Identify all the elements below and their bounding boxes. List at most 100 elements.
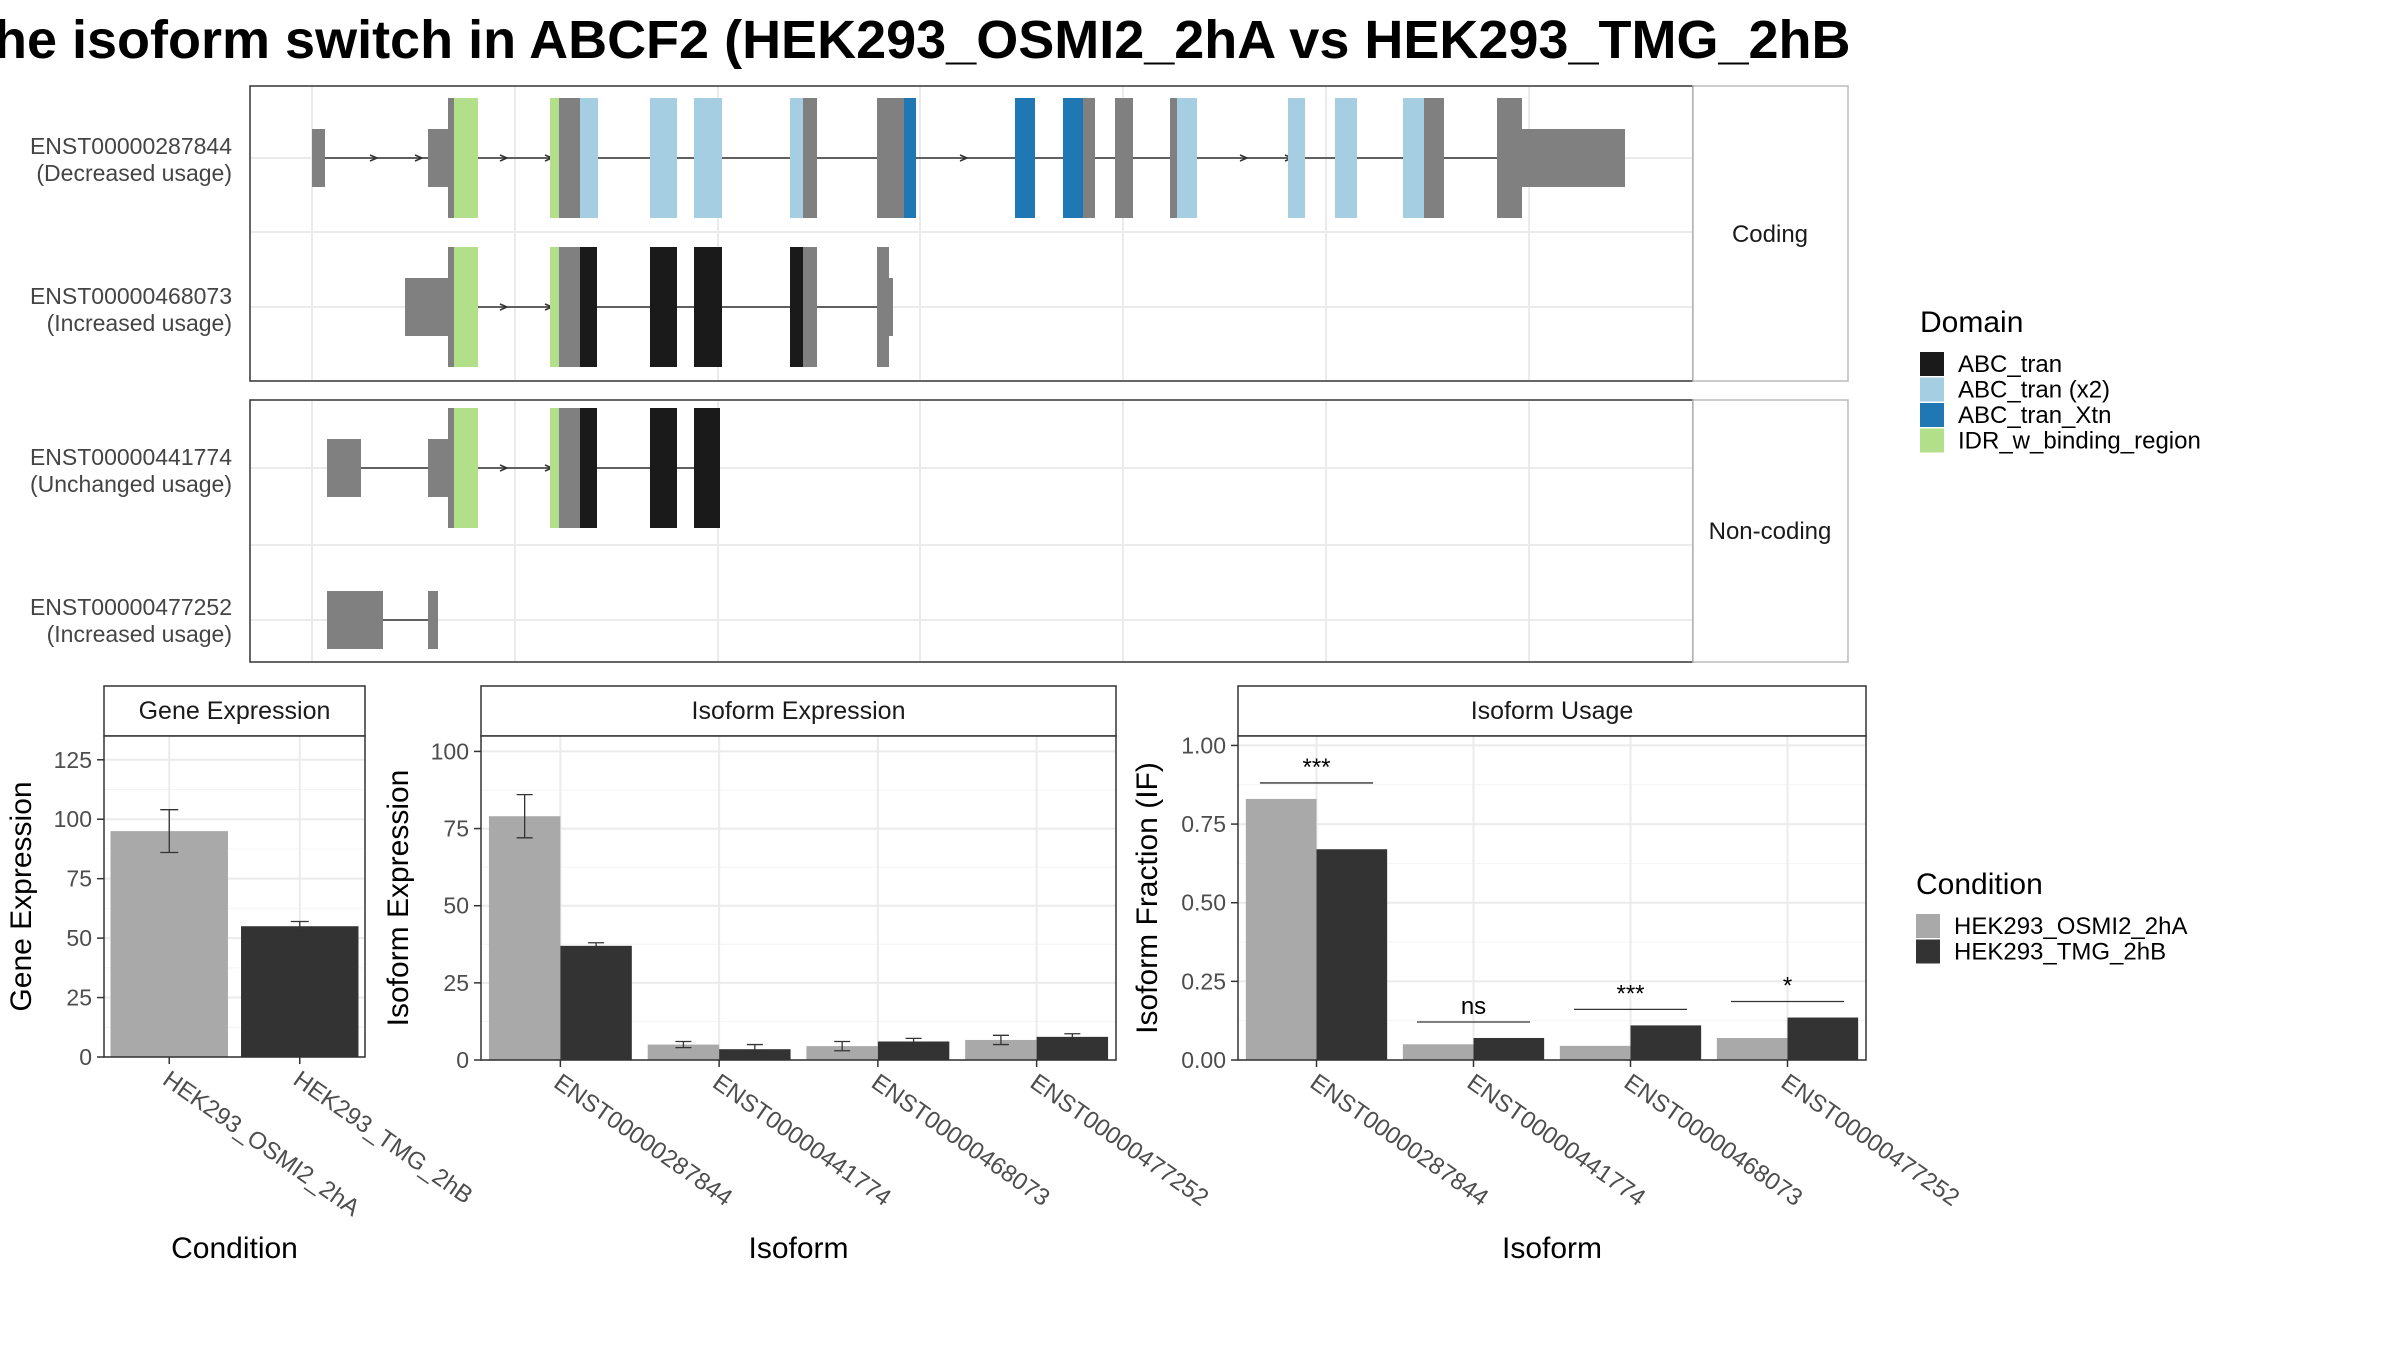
domain-abc-tran [650, 247, 677, 367]
cds-block [803, 247, 817, 367]
intron-arrow [369, 154, 379, 162]
chart-title: Isoform Expression [692, 697, 906, 725]
transcript-models [312, 98, 1625, 649]
facet-label-noncoding: Non-coding [1709, 518, 1832, 545]
domain-legend-label: ABC_tran [1958, 351, 2062, 378]
domain-legend-title: Domain [1920, 306, 2023, 339]
plot-border [103, 735, 366, 1058]
bar [1559, 1045, 1631, 1060]
domain-legend-swatch [1920, 377, 1944, 402]
cds-block [1497, 98, 1522, 218]
y-tick-label: 1.00 [1181, 732, 1226, 758]
utr-block [428, 591, 438, 649]
chart-title: Gene Expression [139, 697, 331, 725]
chart-title: Isoform Usage [1471, 697, 1634, 725]
domain-abc-tran-xtn [1063, 98, 1083, 218]
domain-idr [454, 98, 478, 218]
plot-border [1237, 735, 1867, 1061]
bar [1630, 1025, 1702, 1060]
utr-block [405, 278, 448, 336]
utr-block [889, 278, 893, 336]
isoform-expression-chart: Isoform Expression0255075100ENST00000287… [382, 685, 1213, 1265]
domain-legend-label: IDR_w_binding_region [1958, 428, 2201, 455]
utr-block [327, 439, 361, 497]
figure-title: he isoform switch in ABCF2 (HEK293_OSMI2… [0, 10, 1851, 70]
y-tick-label: 75 [443, 816, 469, 842]
domain-abc-tran [694, 408, 720, 528]
facet-label-coding: Coding [1732, 221, 1808, 248]
domain-abc-tran-x2 [650, 98, 677, 218]
isoform-label-2-usage: (Increased usage) [47, 310, 232, 336]
y-tick-label: 0.00 [1181, 1047, 1226, 1073]
cds-block [559, 247, 580, 367]
domain-idr [454, 408, 478, 528]
domain-abc-tran-x2 [1403, 98, 1424, 218]
bar [1716, 1037, 1788, 1060]
domain-idr [550, 247, 559, 367]
domain-idr [550, 408, 559, 528]
domain-abc-tran-x2 [1288, 98, 1305, 218]
transcript-panel-coding: Coding [249, 85, 1849, 382]
significance-label: *** [1616, 980, 1644, 1007]
domain-abc-tran [694, 247, 722, 367]
domain-abc-tran [580, 408, 597, 528]
domain-legend-label: ABC_tran (x2) [1958, 377, 2110, 404]
bar [806, 1046, 878, 1060]
bar [560, 945, 632, 1060]
bar [1245, 798, 1317, 1060]
bar [1036, 1036, 1109, 1060]
domain-abc-tran [650, 408, 677, 528]
intron-arrow [499, 154, 509, 162]
y-tick-label: 75 [66, 866, 92, 892]
domain-abc-tran [580, 247, 597, 367]
domain-legend-swatch [1920, 403, 1944, 427]
domain-abc-tran [790, 247, 803, 367]
intron-arrow [1239, 154, 1249, 162]
utr-block [1522, 129, 1625, 187]
condition-legend-swatch [1916, 939, 1940, 964]
transcript-panel-noncoding: Non-coding [249, 399, 1849, 663]
y-axis-title: Isoform Fraction (IF) [1131, 762, 1164, 1034]
cds-block [877, 247, 889, 367]
bar [719, 1049, 791, 1060]
y-tick-label: 25 [66, 985, 92, 1011]
domain-legend-label: ABC_tran_Xtn [1958, 402, 2111, 429]
y-tick-label: 0 [79, 1044, 92, 1070]
bar [1787, 1017, 1859, 1060]
bar [241, 926, 359, 1057]
bar [1316, 849, 1388, 1060]
utr-block [428, 439, 448, 497]
domain-abc-tran-x2 [1335, 98, 1357, 218]
domain-abc-tran-xtn [904, 98, 916, 218]
x-axis-title: Condition [171, 1232, 298, 1265]
y-axis-title: Isoform Expression [382, 770, 415, 1027]
bar [1473, 1037, 1545, 1060]
bar [488, 816, 561, 1060]
isoform-label-1-usage: (Decreased usage) [36, 160, 232, 186]
x-axis-title: Isoform [748, 1232, 848, 1265]
intron-arrow [959, 154, 969, 162]
y-tick-label: 25 [443, 970, 469, 996]
significance-label: ns [1461, 993, 1486, 1020]
y-tick-label: 0.25 [1181, 968, 1226, 994]
y-tick-label: 50 [66, 925, 92, 951]
domain-idr [454, 247, 478, 367]
bar [877, 1041, 950, 1060]
y-tick-label: 50 [443, 893, 469, 919]
bar [647, 1044, 720, 1060]
isoform-label-3-id: ENST00000441774 [30, 444, 232, 470]
domain-abc-tran-x2 [694, 98, 722, 218]
cds-block [1083, 98, 1095, 218]
cds-block [1115, 98, 1133, 218]
cds-block [559, 98, 580, 218]
condition-legend-label: HEK293_OSMI2_2hA [1954, 913, 2187, 940]
bar [965, 1039, 1037, 1060]
isoform-label-1-id: ENST00000287844 [30, 133, 232, 159]
condition-legend-label: HEK293_TMG_2hB [1954, 939, 2166, 966]
facet-strip [480, 685, 1117, 737]
significance-label: * [1783, 973, 1792, 1000]
domain-abc-tran-x2 [1177, 98, 1197, 218]
x-axis-title: Isoform [1502, 1232, 1602, 1265]
